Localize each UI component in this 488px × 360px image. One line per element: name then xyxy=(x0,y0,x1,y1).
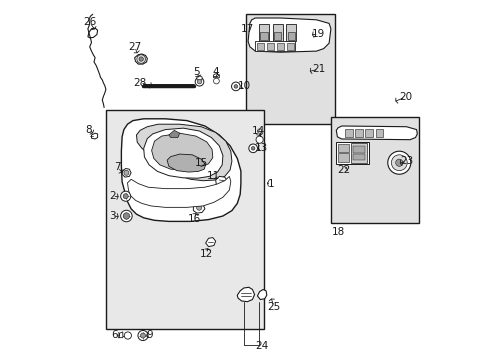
Circle shape xyxy=(121,191,130,201)
Text: 11: 11 xyxy=(207,171,220,181)
Text: 12: 12 xyxy=(200,249,213,259)
Polygon shape xyxy=(247,18,330,52)
Polygon shape xyxy=(134,54,147,64)
Text: 28: 28 xyxy=(133,78,146,88)
Text: 6: 6 xyxy=(111,330,117,340)
Polygon shape xyxy=(88,28,98,38)
Circle shape xyxy=(251,147,254,150)
Circle shape xyxy=(197,80,201,84)
Text: 3: 3 xyxy=(109,211,116,221)
Bar xyxy=(276,43,284,50)
Circle shape xyxy=(387,151,410,174)
Bar xyxy=(330,117,418,223)
Text: 27: 27 xyxy=(128,42,141,52)
Circle shape xyxy=(234,85,237,88)
Text: 26: 26 xyxy=(83,17,96,27)
Circle shape xyxy=(123,170,129,175)
Polygon shape xyxy=(127,176,230,207)
Circle shape xyxy=(139,57,143,61)
Bar xyxy=(246,14,334,124)
Bar xyxy=(287,32,294,40)
Polygon shape xyxy=(336,126,416,140)
Bar xyxy=(285,24,296,41)
Text: 22: 22 xyxy=(336,165,349,175)
Polygon shape xyxy=(143,128,223,178)
Text: 2: 2 xyxy=(109,191,116,201)
Bar xyxy=(336,142,368,164)
Polygon shape xyxy=(91,133,98,139)
Circle shape xyxy=(121,210,132,222)
Circle shape xyxy=(123,194,128,199)
Text: 20: 20 xyxy=(398,92,411,102)
Text: 14: 14 xyxy=(252,126,265,136)
Text: 13: 13 xyxy=(255,143,268,153)
Text: 9: 9 xyxy=(146,330,152,340)
Polygon shape xyxy=(197,76,202,80)
Circle shape xyxy=(257,129,261,133)
Bar xyxy=(272,24,282,41)
Text: 19: 19 xyxy=(311,29,325,39)
Circle shape xyxy=(213,78,219,84)
Text: 21: 21 xyxy=(311,64,325,74)
Text: 8: 8 xyxy=(85,125,92,135)
Polygon shape xyxy=(237,287,254,302)
Circle shape xyxy=(256,136,263,143)
Polygon shape xyxy=(205,238,215,247)
Polygon shape xyxy=(193,202,204,213)
Polygon shape xyxy=(215,176,228,188)
Polygon shape xyxy=(257,289,266,300)
Text: 18: 18 xyxy=(331,227,345,237)
Bar xyxy=(355,129,363,137)
Circle shape xyxy=(123,213,129,219)
Bar xyxy=(273,32,281,40)
Bar xyxy=(337,153,348,162)
Text: 15: 15 xyxy=(194,158,207,168)
Text: 10: 10 xyxy=(238,81,250,91)
Circle shape xyxy=(138,330,148,341)
Text: 16: 16 xyxy=(187,214,200,224)
Bar xyxy=(258,24,268,41)
Text: 4: 4 xyxy=(212,67,219,77)
Bar xyxy=(266,43,273,50)
Bar xyxy=(350,143,366,163)
Text: 7: 7 xyxy=(114,162,121,172)
Text: 24: 24 xyxy=(255,341,268,351)
Circle shape xyxy=(196,205,201,210)
Polygon shape xyxy=(122,168,131,177)
Circle shape xyxy=(195,77,203,86)
Text: 1: 1 xyxy=(267,179,274,189)
Text: 23: 23 xyxy=(400,156,413,166)
Polygon shape xyxy=(203,163,211,173)
Bar xyxy=(260,32,267,40)
Circle shape xyxy=(140,333,145,338)
Bar xyxy=(106,110,264,329)
Text: 17: 17 xyxy=(240,24,253,34)
Polygon shape xyxy=(168,130,179,138)
Bar xyxy=(257,43,264,50)
Bar xyxy=(352,146,365,153)
Circle shape xyxy=(124,332,131,339)
Circle shape xyxy=(395,159,402,166)
Text: 5: 5 xyxy=(193,67,200,77)
Text: 25: 25 xyxy=(267,302,280,312)
Polygon shape xyxy=(151,133,212,170)
Bar xyxy=(352,154,365,160)
Circle shape xyxy=(390,155,407,171)
Bar xyxy=(255,41,294,51)
Bar xyxy=(345,129,352,137)
Circle shape xyxy=(231,82,240,91)
Bar xyxy=(337,144,348,152)
Polygon shape xyxy=(213,73,219,78)
Polygon shape xyxy=(119,332,122,338)
Bar xyxy=(365,129,373,137)
Polygon shape xyxy=(167,154,205,172)
Polygon shape xyxy=(136,124,231,181)
Bar xyxy=(375,129,383,137)
Polygon shape xyxy=(121,119,241,221)
Bar xyxy=(286,43,294,50)
Circle shape xyxy=(137,55,145,63)
Circle shape xyxy=(248,144,257,153)
